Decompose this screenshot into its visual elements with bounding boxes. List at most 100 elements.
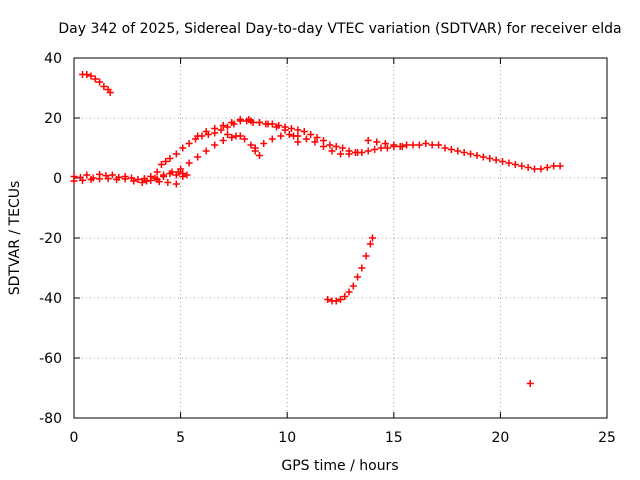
data-point <box>311 138 319 146</box>
x-tick-label: 10 <box>278 430 296 446</box>
data-point <box>339 144 347 152</box>
data-point <box>91 75 99 83</box>
data-point <box>499 158 507 165</box>
data-point <box>241 135 249 143</box>
data-point <box>104 175 112 183</box>
data-point <box>130 177 138 185</box>
data-point <box>518 162 526 170</box>
data-point <box>202 147 210 155</box>
data-point <box>277 132 285 140</box>
data-point <box>302 135 310 143</box>
x-tick-label: 15 <box>385 430 403 446</box>
data-point <box>415 141 423 149</box>
data-point <box>285 131 293 138</box>
data-point <box>300 128 308 135</box>
series-early-pass <box>79 71 114 96</box>
data-point <box>287 125 295 132</box>
data-point <box>313 134 321 141</box>
data-point <box>381 140 389 147</box>
series-drop-pass <box>324 234 376 305</box>
data-point <box>428 141 436 149</box>
data-point <box>247 141 255 149</box>
data-point <box>537 165 545 173</box>
y-axis-label: SDTVAR / TECUs <box>7 181 23 296</box>
data-point <box>185 140 193 147</box>
data-point <box>183 171 191 179</box>
data-point <box>96 175 104 183</box>
data-point <box>398 143 406 150</box>
data-point <box>435 141 443 149</box>
data-point <box>134 176 142 183</box>
data-point <box>341 293 349 300</box>
series-branch-f <box>251 131 362 158</box>
data-point <box>224 131 232 138</box>
data-point <box>96 78 104 86</box>
data-point <box>179 144 187 152</box>
data-point <box>113 176 121 183</box>
data-point <box>319 137 327 144</box>
data-point <box>185 159 193 167</box>
data-point <box>162 158 170 165</box>
data-point <box>172 180 180 188</box>
data-point <box>228 119 236 126</box>
data-point <box>362 252 370 260</box>
data-point <box>172 150 180 158</box>
data-point <box>290 132 298 140</box>
data-point <box>467 150 475 158</box>
data-point <box>354 149 362 156</box>
data-point <box>383 144 391 152</box>
data-point <box>354 273 362 281</box>
data-point <box>324 296 332 303</box>
data-point <box>194 132 202 140</box>
data-point <box>87 176 95 183</box>
data-point <box>366 240 374 248</box>
data-point <box>100 83 108 90</box>
data-point <box>377 144 385 152</box>
data-point <box>153 168 161 176</box>
y-tick-label: 40 <box>44 51 62 67</box>
data-point <box>228 134 236 141</box>
data-point <box>166 170 174 177</box>
data-point <box>236 116 244 123</box>
data-point <box>160 173 168 180</box>
y-tick-label: 20 <box>44 111 62 127</box>
data-point <box>273 123 281 131</box>
data-point <box>157 161 165 168</box>
data-point <box>138 179 146 186</box>
data-point <box>371 146 379 153</box>
data-point <box>202 128 210 135</box>
data-point <box>219 122 227 129</box>
data-point <box>349 282 357 290</box>
data-point <box>153 176 161 183</box>
data-point <box>345 288 353 296</box>
series-branch-b <box>142 132 244 185</box>
data-point <box>166 155 174 162</box>
data-point <box>172 171 180 179</box>
data-point <box>543 164 551 171</box>
data-point <box>106 89 114 96</box>
series-branch-e <box>224 131 263 159</box>
plot-frame <box>73 57 608 419</box>
data-point <box>255 152 263 159</box>
data-point <box>332 297 340 305</box>
data-point <box>294 126 302 134</box>
data-point <box>358 264 366 272</box>
data-points <box>70 71 564 387</box>
x-tick-label: 0 <box>70 430 79 446</box>
y-tick-label: -20 <box>39 231 62 247</box>
data-point <box>142 177 150 185</box>
data-point <box>364 147 372 155</box>
data-point <box>332 143 340 150</box>
data-point <box>217 126 225 134</box>
data-point <box>492 156 500 164</box>
data-point <box>479 153 487 161</box>
data-point <box>531 165 539 173</box>
data-point <box>486 155 494 162</box>
data-point <box>164 179 172 186</box>
data-point <box>264 120 272 128</box>
series-outlier <box>526 380 534 387</box>
data-point <box>121 175 129 183</box>
data-point <box>556 162 564 170</box>
series-main <box>70 117 564 183</box>
